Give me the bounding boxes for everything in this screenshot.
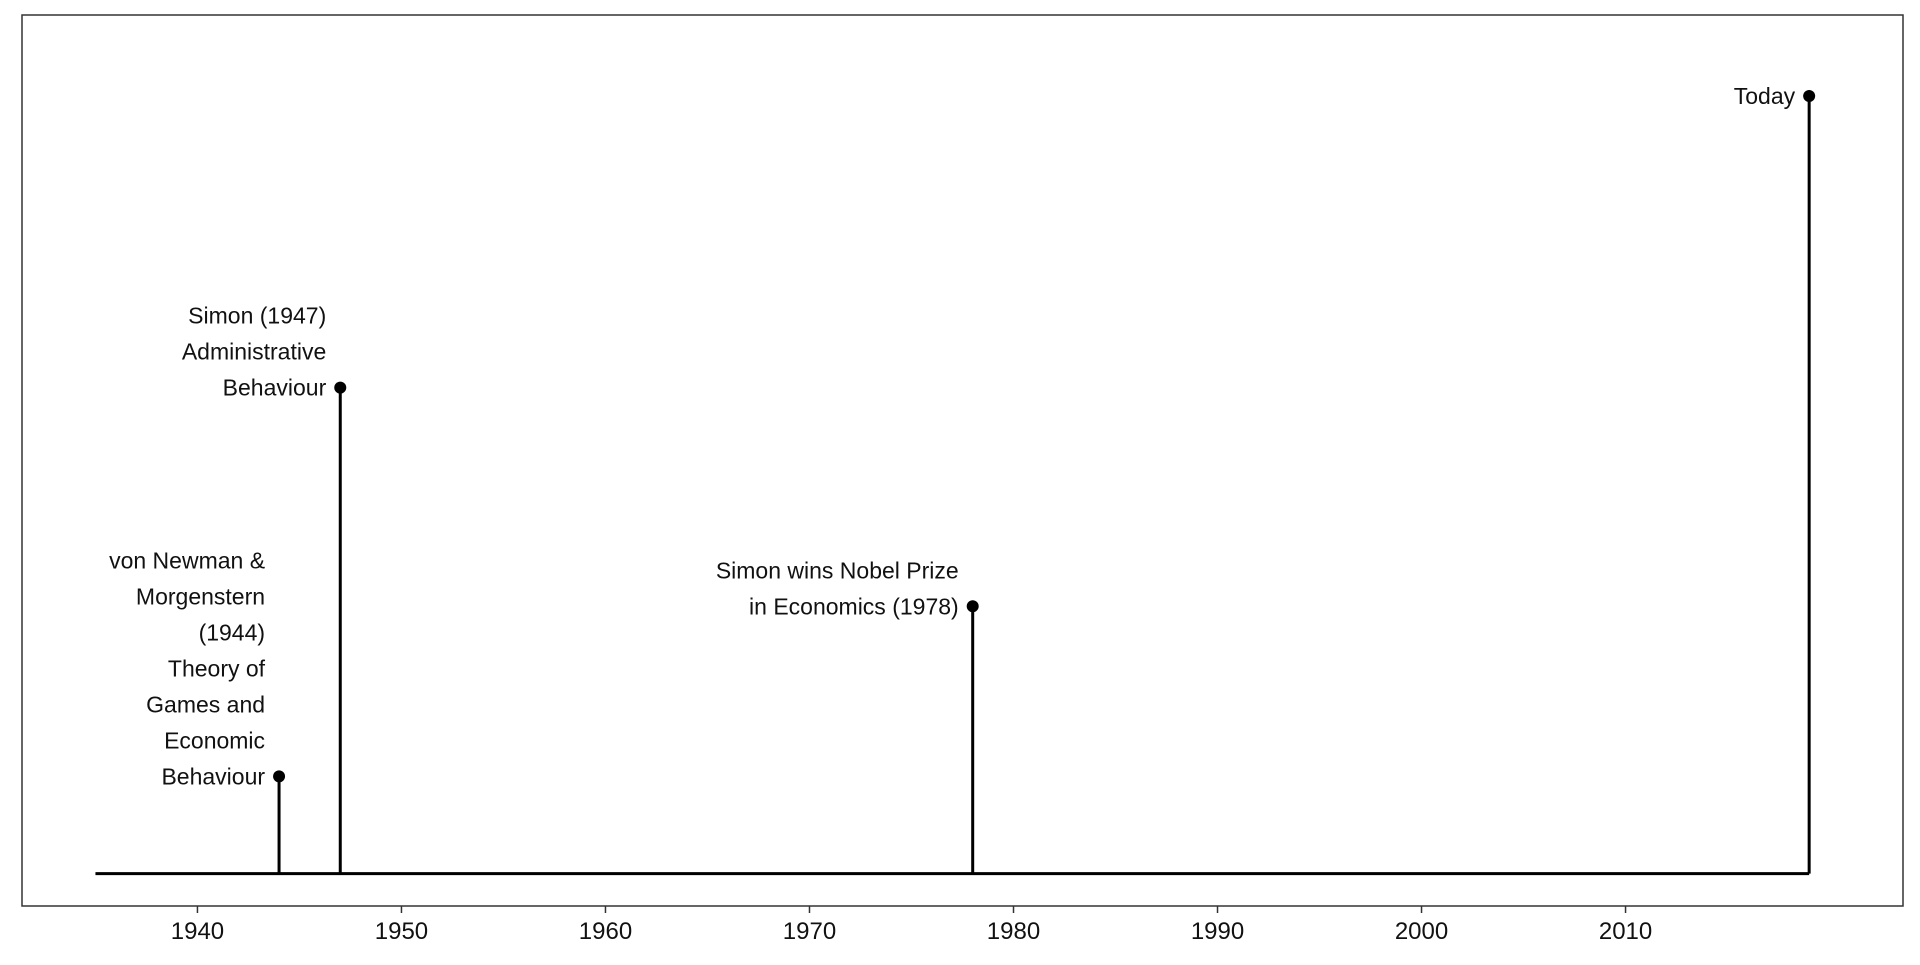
event-point [966,600,979,613]
event-label: Today [1734,83,1796,109]
event-label-line: Games and [146,691,265,717]
x-tick-label: 2000 [1395,918,1448,945]
timeline-event: Today [1734,83,1816,874]
timeline-events: von Newman & Morgenstern (1944) Theory of Ga… [109,83,1816,874]
event-label-line: Behaviour [223,375,327,401]
x-tick-label: 1990 [1191,918,1244,945]
event-label-line: Morgenstern [136,583,265,609]
event-label-line: in Economics (1978) [749,593,959,619]
x-tick-label: 1950 [375,918,428,945]
event-point [334,381,347,394]
event-label-line: Theory of [168,655,266,681]
panel-border [21,14,1904,907]
x-tick-label: 2010 [1599,918,1652,945]
x-tick-label: 1980 [987,918,1040,945]
timeline-event: Simon (1947) Administrative Behaviour [182,303,347,874]
x-tick-label: 1970 [783,918,836,945]
event-label-line: Today [1734,83,1796,109]
event-label-line: von Newman & [109,547,265,573]
event-point [1803,90,1816,102]
event-point [273,770,286,783]
x-tick-label: 1960 [579,918,632,945]
event-label-line: Economic [164,727,265,753]
timeline-event: von Newman & Morgenstern (1944) Theory of Ga… [109,547,286,874]
event-label-line: (1944) [199,619,265,645]
x-tick-label: 1940 [171,918,224,945]
x-axis: 1940 1950 1960 1970 1980 1990 2000 2010 [171,906,1652,945]
event-label-line: Simon wins Nobel Prize [716,557,959,583]
event-label-line: Simon (1947) [188,303,326,329]
event-label: Simon wins Nobel Prize in Economics (1978… [716,557,959,619]
timeline-event: Simon wins Nobel Prize in Economics (1978… [716,557,979,874]
event-label: Simon (1947) Administrative Behaviour [182,303,327,401]
event-label-line: Behaviour [161,763,265,789]
event-label: von Newman & Morgenstern (1944) Theory of Ga… [109,547,266,789]
event-label-line: Administrative [182,339,326,365]
